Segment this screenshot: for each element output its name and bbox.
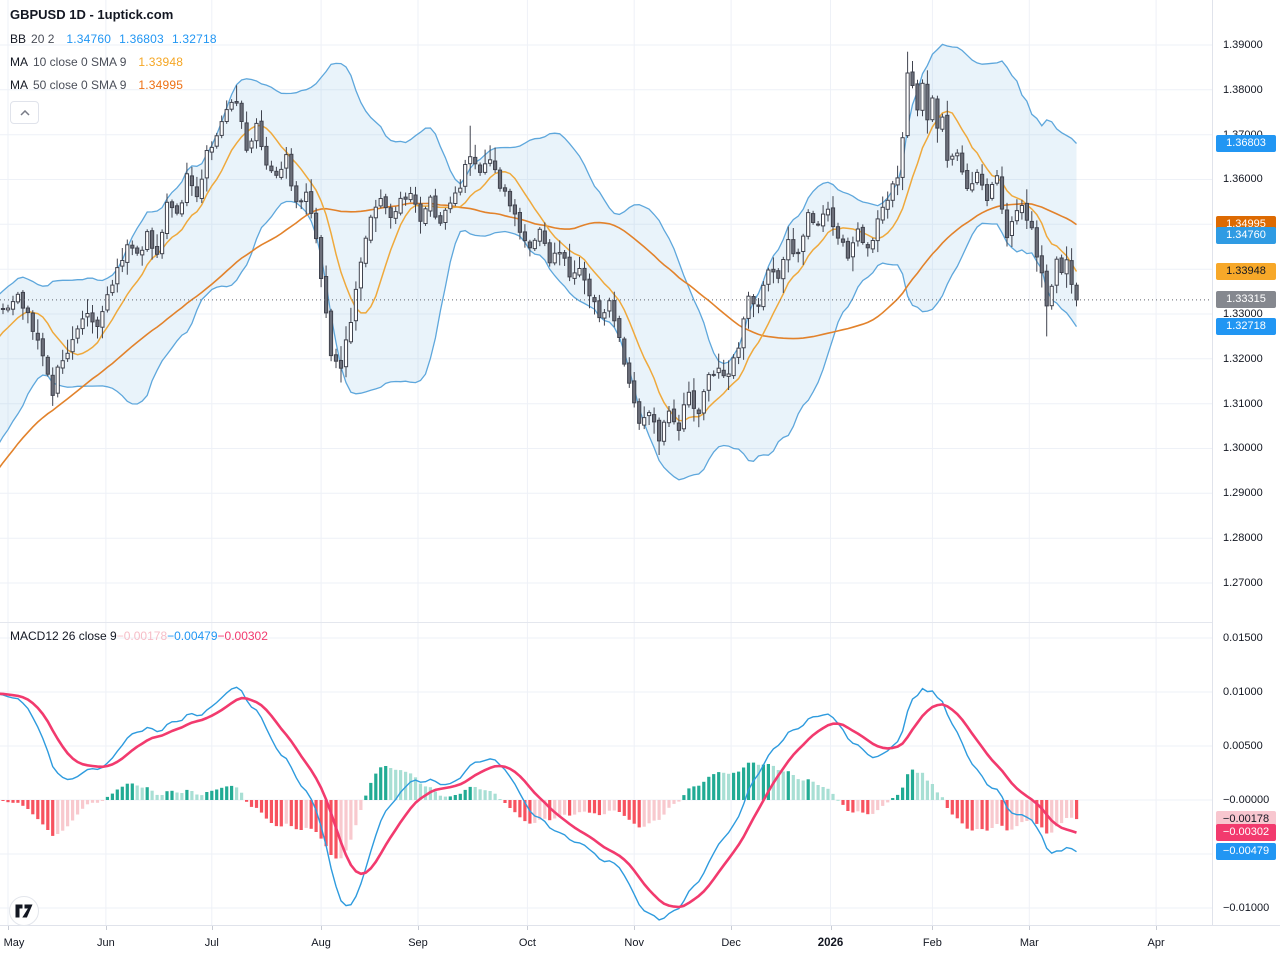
- time-tick: [321, 926, 323, 930]
- time-label-Jun: Jun: [97, 937, 115, 949]
- bb-lower-badge: 1.32718: [1216, 318, 1276, 336]
- bb-upper-value: 1.36803: [119, 32, 164, 46]
- time-tick: [830, 926, 832, 930]
- pane-divider[interactable]: [0, 622, 1280, 623]
- indicator-row-ma10[interactable]: MA 10 close 0 SMA 9 1.33948: [10, 54, 217, 70]
- price-tick-label: 1.28000: [1223, 532, 1263, 545]
- time-label-Apr: Apr: [1147, 937, 1165, 949]
- bb-params: 20 2: [31, 32, 55, 46]
- time-label-Sep: Sep: [408, 937, 428, 949]
- ma10-params: 10 close 0 SMA 9: [33, 55, 127, 69]
- tradingview-logo[interactable]: [9, 896, 39, 926]
- ma50-params: 50 close 0 SMA 9: [33, 78, 127, 92]
- price-tick-label: 1.32000: [1223, 352, 1263, 365]
- time-label-Feb: Feb: [922, 937, 942, 949]
- macd-label: MACD: [10, 629, 46, 643]
- time-tick: [211, 926, 213, 930]
- price-tick-label: 1.30000: [1223, 442, 1263, 455]
- bb-lower-value: 1.32718: [171, 32, 217, 46]
- time-label-May: May: [3, 937, 25, 949]
- macd-tick-label: −0.00000: [1223, 794, 1270, 806]
- macd-line-value: −0.00479: [167, 629, 218, 643]
- symbol-title[interactable]: GBPUSD 1D - 1uptick.com: [10, 7, 174, 22]
- time-label-Jul: Jul: [204, 937, 219, 949]
- bb-basis-badge: 1.34760: [1216, 226, 1276, 244]
- time-tick: [731, 926, 733, 930]
- time-tick: [1029, 926, 1031, 930]
- macd-params: 12 26 close 9: [45, 629, 117, 643]
- tradingview-mark-icon: [15, 904, 33, 918]
- ma10-label: MA: [10, 55, 28, 69]
- macd-tick-label: 0.00500: [1223, 740, 1263, 752]
- price-tick-label: 1.36000: [1223, 173, 1263, 186]
- time-label-Oct: Oct: [518, 937, 536, 949]
- collapse-legend-button[interactable]: [10, 101, 39, 124]
- indicator-row-ma50[interactable]: MA 50 close 0 SMA 9 1.34995: [10, 77, 217, 93]
- price-chart-pane[interactable]: [0, 0, 1212, 622]
- price-tick-label: 1.39000: [1223, 39, 1263, 51]
- time-label-Mar: Mar: [1019, 937, 1039, 949]
- time-tick: [634, 926, 636, 930]
- bb-basis-value: 1.34760: [66, 32, 112, 46]
- time-tick: [932, 926, 934, 930]
- bb-label: BB: [10, 32, 27, 46]
- price-tick-label: 1.29000: [1223, 487, 1263, 500]
- price-tick-label: 1.27000: [1223, 576, 1263, 589]
- time-label-2026: 2026: [817, 937, 844, 949]
- time-scale[interactable]: May Jun Jul Aug Sep Oct Nov Dec 2026 Feb Mar Apr: [0, 925, 1280, 960]
- ma50-value: 1.34995: [138, 78, 184, 92]
- time-tick: [105, 926, 107, 930]
- time-label-Nov: Nov: [624, 937, 644, 949]
- macd-pane[interactable]: [0, 622, 1212, 925]
- macd-hist-badge: −0.00178: [1216, 810, 1276, 828]
- time-label-Aug: Aug: [311, 937, 331, 949]
- price-scale[interactable]: 1.390001.380001.370001.360001.330001.320…: [1212, 0, 1280, 925]
- indicator-row-macd[interactable]: MACD12 26 close 9−0.00178−0.00479−0.0030…: [10, 629, 268, 643]
- macd-hist-value: −0.00178: [116, 629, 168, 643]
- indicator-row-bb[interactable]: BB 20 2 1.34760 1.36803 1.32718: [10, 31, 217, 47]
- ma50-label: MA: [10, 78, 28, 92]
- bb-upper-badge: 1.36803: [1216, 134, 1276, 152]
- time-label-Dec: Dec: [721, 937, 741, 949]
- time-tick: [1156, 926, 1158, 930]
- time-tick: [527, 926, 529, 930]
- macd-tick-label: −0.01000: [1223, 902, 1270, 914]
- time-tick: [418, 926, 419, 930]
- last-price-badge: 1.33315: [1216, 291, 1276, 309]
- macd-signal-value: −0.00302: [217, 629, 268, 643]
- time-tick: [8, 926, 9, 930]
- macd-tick-label: 0.01000: [1223, 686, 1263, 698]
- macd-signal-badge: −0.00302: [1216, 824, 1276, 842]
- price-tick-label: 1.31000: [1223, 397, 1263, 410]
- chevron-up-icon: [19, 109, 30, 116]
- price-tick-label: 1.33000: [1223, 307, 1263, 320]
- macd-tick-label: 0.01500: [1223, 632, 1263, 644]
- macd-line-badge: −0.00479: [1216, 843, 1276, 861]
- ma10-badge: 1.33948: [1216, 262, 1276, 280]
- price-tick-label: 1.38000: [1223, 83, 1263, 96]
- ma10-value: 1.33948: [138, 55, 184, 69]
